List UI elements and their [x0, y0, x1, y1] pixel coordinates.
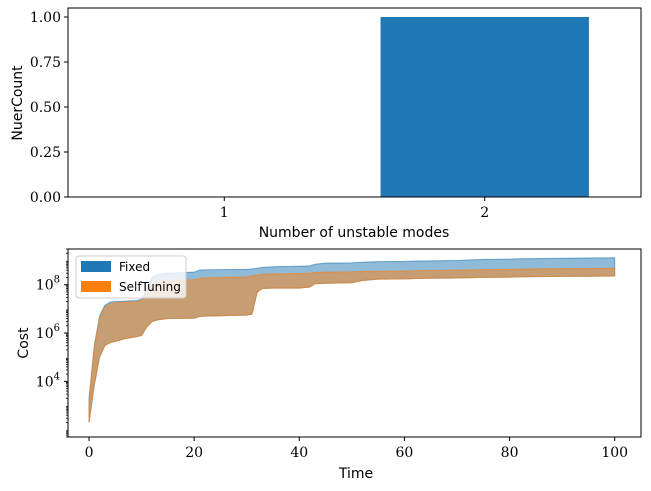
legend-label-selftuning: SelfTuning [119, 280, 181, 294]
top-y-axis-label: NuerCount [10, 65, 26, 141]
legend-swatch-selftuning [81, 281, 111, 292]
bottom-y-axis-label: Cost [16, 327, 32, 359]
top-y-tick-label: 0.00 [30, 190, 61, 206]
top-y-tick-label: 0.50 [30, 100, 61, 116]
top-x-tick-label: 2 [480, 205, 489, 221]
top-y-ticks: 0.00 0.25 0.50 0.75 1.00 [30, 10, 68, 206]
top-y-tick-label: 0.25 [30, 145, 61, 161]
bottom-y-ticks: 104 106 108 [36, 248, 68, 438]
band-selftuning [88, 267, 616, 423]
bottom-x-tick-label: 20 [185, 445, 203, 461]
legend-swatch-fixed [81, 261, 111, 272]
top-x-tick-label: 1 [220, 205, 229, 221]
bands-layer [88, 257, 616, 423]
bottom-y-tick-label: 104 [36, 371, 60, 390]
bottom-y-tick-label: 106 [36, 323, 60, 342]
top-y-tick-label: 0.75 [30, 55, 61, 71]
bottom-x-tick-label: 40 [290, 445, 308, 461]
bar-2 [380, 17, 589, 197]
cost-over-time-chart: 104 106 108 0 20 40 60 80 100 Time Cost Fixed S… [16, 248, 642, 482]
bottom-x-tick-label: 0 [85, 445, 94, 461]
top-plot-frame [67, 7, 642, 198]
bottom-x-tick-label: 60 [396, 445, 414, 461]
bottom-y-tick-label: 108 [36, 275, 60, 294]
bars-layer [380, 17, 589, 197]
top-y-tick-label: 1.00 [30, 10, 61, 26]
legend-label-fixed: Fixed [119, 260, 150, 274]
bottom-x-tick-label: 100 [601, 445, 628, 461]
legend: Fixed SelfTuning [75, 255, 187, 299]
top-x-axis-label: Number of unstable modes [259, 225, 450, 241]
bottom-x-axis-label: Time [338, 466, 373, 482]
bottom-x-tick-label: 80 [501, 445, 519, 461]
bottom-x-ticks: 0 20 40 60 80 100 [85, 437, 628, 461]
